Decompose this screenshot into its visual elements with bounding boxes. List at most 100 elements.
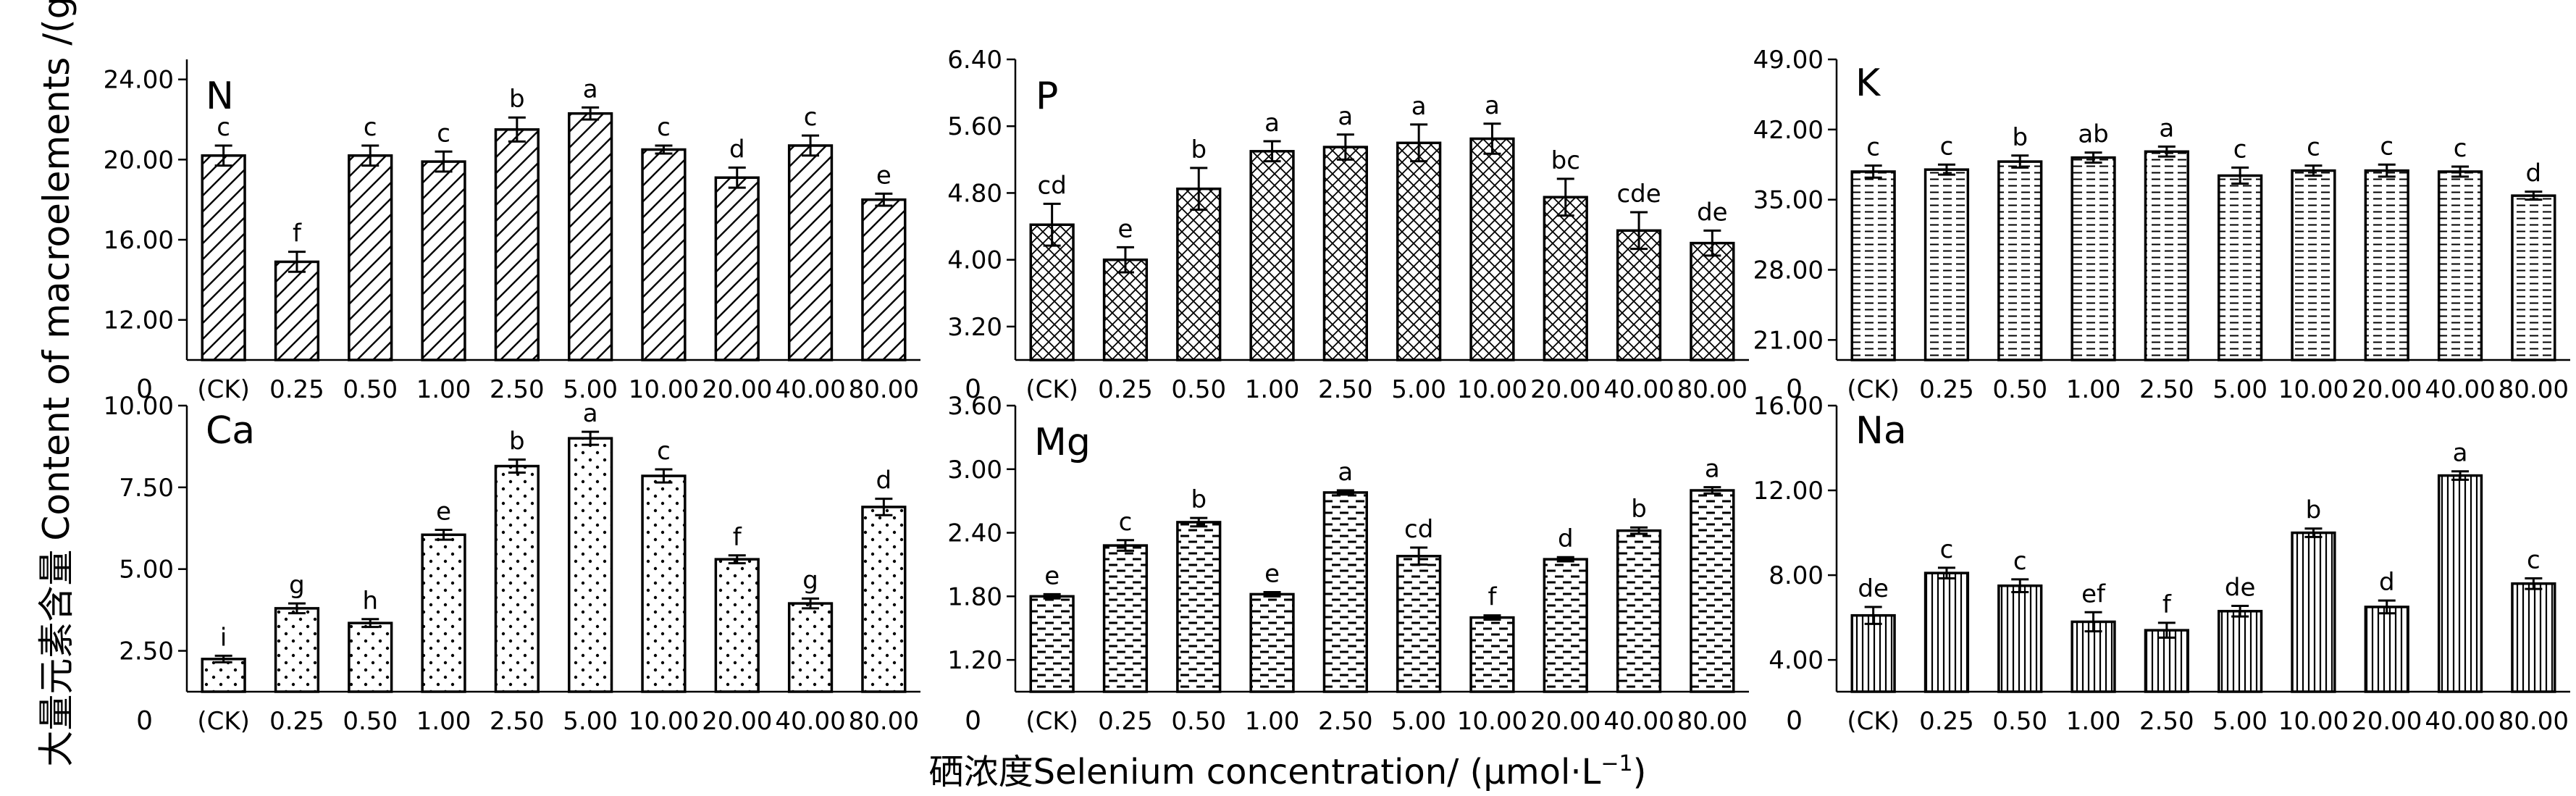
y-tick-label: 24.00 <box>104 66 174 95</box>
bar-k-8 <box>2437 170 2483 361</box>
x-tick-label: 20.00 <box>1530 375 1600 404</box>
significance-letter: bc <box>1551 146 1580 175</box>
bar-ca-8 <box>787 602 834 693</box>
bar-n-6 <box>641 148 687 361</box>
x-tick-label: 5.00 <box>563 375 618 404</box>
y-tick-label: 6.40 <box>947 46 1002 75</box>
x-origin-label: 0 <box>136 374 153 404</box>
y-tick-label: 16.00 <box>104 226 174 255</box>
bar-p-3 <box>1249 150 1295 361</box>
x-tick-label: 2.50 <box>2139 707 2194 736</box>
significance-letter: f <box>733 523 742 552</box>
x-tick-label: 0.50 <box>1992 707 2047 736</box>
significance-letter: e <box>436 498 451 527</box>
significance-letter: c <box>364 113 377 142</box>
x-tick-label: 80.00 <box>2499 707 2569 736</box>
bar-n-5 <box>568 112 613 361</box>
significance-letter: b <box>1191 485 1207 514</box>
panel-n: 12.00 16.00 20.00 24.00 0 Nc (CK) f 0.25 c 0.50 c 1.… <box>104 59 920 404</box>
y-tick-label: 7.50 <box>119 474 174 503</box>
x-tick-label: (CK) <box>1025 707 1078 736</box>
x-tick-label: 10.00 <box>2278 707 2349 736</box>
significance-letter: cde <box>1616 180 1661 209</box>
significance-letter: a <box>2453 439 2468 468</box>
bar-na-3 <box>2071 620 2116 693</box>
panel-mg: 1.20 1.80 2.40 3.00 3.60 0 Mg e (CK) c 0.25 b 0.50 e 1… <box>947 392 1749 736</box>
bar-na-5 <box>2218 610 2263 693</box>
x-tick-label: 40.00 <box>2425 375 2495 404</box>
x-tick-label: 80.00 <box>1677 707 1748 736</box>
bar-na-2 <box>1997 584 2043 693</box>
panel-title-k: K <box>1855 62 1881 105</box>
bar-ca-9 <box>861 506 907 693</box>
x-tick-label: 2.50 <box>490 707 545 736</box>
panel-title-ca: Ca <box>206 409 255 453</box>
x-axis-label-close: ) <box>1633 752 1647 792</box>
significance-letter: de <box>1858 574 1889 603</box>
significance-letter: e <box>1264 559 1280 588</box>
x-tick-label: 1.00 <box>2066 707 2121 736</box>
x-origin-label: 0 <box>965 374 981 404</box>
significance-letter: a <box>1705 455 1720 484</box>
significance-letter: c <box>437 119 450 148</box>
x-tick-label: 0.50 <box>1992 375 2047 404</box>
bar-mg-8 <box>1616 529 1662 693</box>
bar-na-0 <box>1850 613 1896 693</box>
significance-letter: ab <box>2078 120 2108 149</box>
bar-na-6 <box>2291 531 2336 693</box>
x-tick-label: 20.00 <box>2351 375 2422 404</box>
x-tick-label: 80.00 <box>849 707 919 736</box>
x-tick-label: 2.50 <box>1318 707 1373 736</box>
bar-na-9 <box>2511 582 2556 693</box>
x-tick-label: 0.50 <box>1171 707 1226 736</box>
significance-letter: a <box>1485 91 1500 120</box>
y-tick-label: 21.00 <box>1753 326 1824 355</box>
panel-title-na: Na <box>1855 409 1907 453</box>
x-tick-label: 5.00 <box>1391 707 1446 736</box>
x-tick-label: 10.00 <box>629 375 699 404</box>
significance-letter: c <box>2233 135 2247 164</box>
x-tick-label: 80.00 <box>1677 375 1748 404</box>
bar-n-1 <box>274 260 320 361</box>
significance-letter: b <box>2306 496 2322 525</box>
bar-na-1 <box>1923 571 1970 693</box>
x-origin-label: 0 <box>1786 706 1803 736</box>
y-tick-label: 35.00 <box>1753 186 1824 215</box>
panel-title-p: P <box>1036 75 1058 118</box>
x-tick-label: 0.25 <box>1919 375 1974 404</box>
significance-letter: a <box>2159 114 2174 143</box>
bar-n-3 <box>421 160 466 361</box>
bar-mg-5 <box>1396 554 1442 693</box>
significance-letter: d <box>2526 159 2542 188</box>
y-tick-label: 3.60 <box>947 392 1002 421</box>
y-tick-label: 49.00 <box>1753 46 1824 75</box>
significance-letter: e <box>1117 214 1133 243</box>
significance-letter: c <box>217 113 230 142</box>
significance-letter: f <box>2162 590 2172 619</box>
x-tick-label: 20.00 <box>702 707 772 736</box>
x-tick-label: 2.50 <box>1318 375 1373 404</box>
x-tick-label: 5.00 <box>2212 707 2267 736</box>
significance-letter: g <box>802 566 818 595</box>
bar-ca-7 <box>714 558 760 693</box>
x-tick-label: 5.00 <box>1391 375 1446 404</box>
significance-letter: b <box>509 85 525 114</box>
significance-letter: c <box>1940 535 1954 564</box>
y-tick-label: 8.00 <box>1769 561 1824 590</box>
significance-letter: a <box>1338 458 1353 487</box>
bar-mg-2 <box>1176 521 1222 693</box>
significance-letter: c <box>1119 508 1133 537</box>
y-tick-label: 1.20 <box>947 646 1002 675</box>
bar-ca-6 <box>641 474 687 693</box>
x-tick-label: 40.00 <box>1603 375 1674 404</box>
x-tick-label: 40.00 <box>775 707 845 736</box>
significance-letter: de <box>1697 198 1728 227</box>
panel-k: 21.00 28.00 35.00 42.00 49.00 0 Kc (CK) c 0.25 b 0.… <box>1753 46 2570 404</box>
bar-ca-4 <box>494 464 540 693</box>
x-tick-label: 40.00 <box>775 375 845 404</box>
y-tick-label: 42.00 <box>1753 116 1824 145</box>
bar-ca-2 <box>348 621 393 693</box>
significance-letter: de <box>2225 574 2256 603</box>
bar-k-2 <box>1997 160 2043 361</box>
